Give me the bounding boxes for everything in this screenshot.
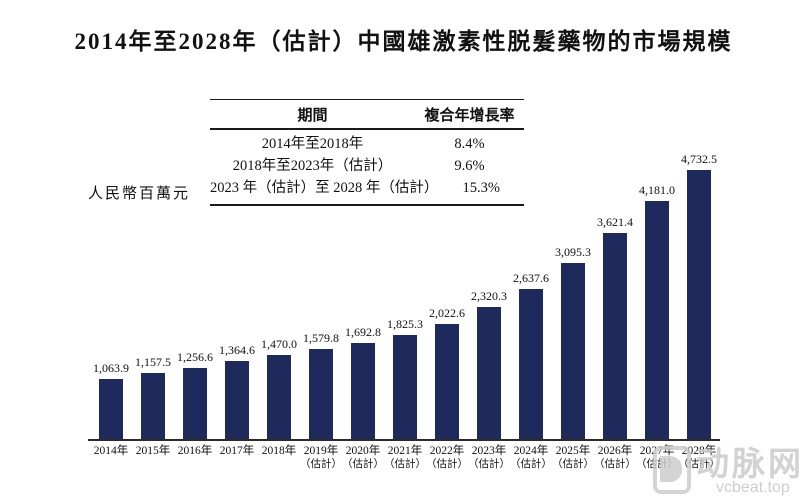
bar — [141, 373, 165, 439]
cagr-header-rate: 複合年增長率 — [424, 107, 515, 124]
cagr-table: 期間 複合年增長率 2014年至2018年 8.4% 2018年至2023年（估… — [210, 99, 524, 206]
watermark-url: vcbeat.top — [716, 479, 790, 496]
bar — [183, 368, 207, 439]
bar — [603, 233, 627, 439]
y-axis-unit-label: 人民幣百萬元 — [88, 186, 191, 202]
bar-value-label: 4,732.5 — [681, 152, 717, 166]
cagr-cell: 9.6% — [454, 158, 485, 174]
bar-value-label: 1,157.5 — [135, 355, 171, 369]
cagr-table-header: 期間 複合年增長率 — [210, 100, 524, 130]
x-axis-label: 2022年 （估計） — [426, 445, 468, 470]
bar — [351, 343, 375, 439]
x-axis-label: 2021年 （估計） — [384, 445, 426, 470]
chart-title: 2014年至2028年（估計）中國雄激素性脱髮藥物的市場規模 — [74, 29, 733, 54]
bar — [561, 263, 585, 439]
x-axis-label: 2026年 （估計） — [594, 445, 636, 470]
x-axis-label: 2014年 — [93, 445, 129, 457]
period-cell: 2018年至2023年（估計） — [232, 158, 393, 174]
bar — [99, 379, 123, 439]
bar-value-label: 3,621.4 — [597, 215, 633, 229]
bar-value-label: 2,637.6 — [513, 271, 549, 285]
x-axis-label: 2016年 — [177, 445, 213, 457]
x-axis-label: 2025年 （估計） — [552, 445, 594, 470]
bar — [477, 307, 501, 439]
bar — [225, 361, 249, 439]
x-axis-label: 2017年 — [219, 445, 255, 457]
bar — [309, 349, 333, 439]
bar-value-label: 1,063.9 — [93, 361, 129, 375]
x-axis-label: 2018年 — [261, 445, 297, 457]
vcbeat-logo-icon — [653, 446, 691, 494]
bar-value-label: 1,470.0 — [261, 337, 297, 351]
x-axis-label: 2020年 （估計） — [342, 445, 384, 470]
bar — [267, 355, 291, 439]
x-axis-label: 2019年 （估計） — [300, 445, 342, 470]
bar — [687, 170, 711, 439]
bar-value-label: 3,095.3 — [555, 245, 591, 259]
bar — [435, 324, 459, 439]
cagr-header-period: 期間 — [297, 107, 328, 124]
cagr-cell: 15.3% — [462, 180, 500, 196]
bar — [645, 201, 669, 439]
bar-value-label: 1,692.8 — [345, 325, 381, 339]
bar-value-label: 4,181.0 — [639, 183, 675, 197]
watermark: 动脉网 vcbeat.top — [653, 446, 804, 496]
watermark-name: 动脉网 — [696, 445, 804, 482]
cagr-cell: 8.4% — [454, 136, 485, 152]
x-axis-label: 2023年 （估計） — [468, 445, 510, 470]
period-cell: 2023 年（估計）至 2028 年（估計） — [210, 180, 439, 196]
bar — [519, 289, 543, 439]
table-row: 2014年至2018年 8.4% — [210, 133, 524, 155]
x-axis-label: 2015年 — [135, 445, 171, 457]
bar-value-label: 1,579.8 — [303, 331, 339, 345]
period-cell: 2014年至2018年 — [261, 136, 364, 152]
x-axis-label: 2024年 （估計） — [510, 445, 552, 470]
table-row: 2023 年（估計）至 2028 年（估計） 15.3% — [210, 177, 524, 199]
x-axis-line — [88, 439, 720, 441]
bar-value-label: 2,022.6 — [429, 306, 465, 320]
bar-value-label: 1,825.3 — [387, 317, 423, 331]
bar — [393, 335, 417, 439]
cagr-table-rows: 2014年至2018年 8.4% 2018年至2023年（估計） 9.6% 20… — [210, 130, 524, 204]
bar-value-label: 2,320.3 — [471, 289, 507, 303]
table-row: 2018年至2023年（估計） 9.6% — [210, 155, 524, 177]
bar-value-label: 1,256.6 — [177, 350, 213, 364]
bar-value-label: 1,364.6 — [219, 343, 255, 357]
